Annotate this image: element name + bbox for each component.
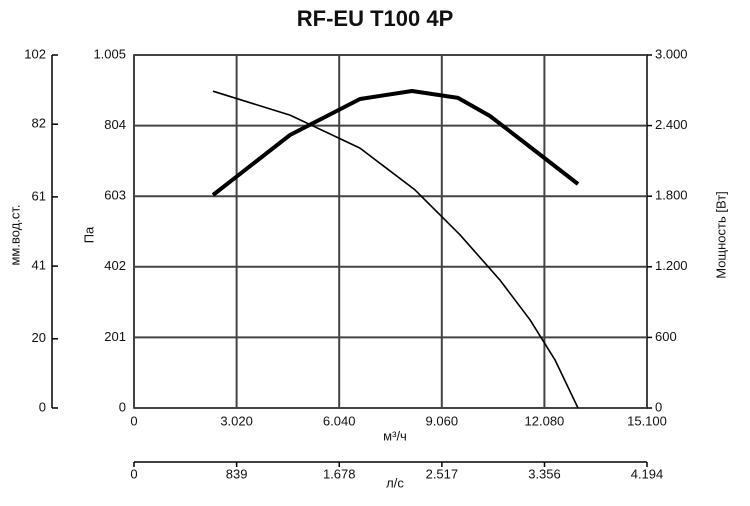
- y2-tick-label: 3.000: [655, 46, 688, 61]
- y3-tick-label: 20: [32, 330, 46, 345]
- x-tick-label: 15.100: [627, 413, 667, 428]
- y3-tick-label: 102: [24, 46, 46, 61]
- y2-tick-label: 1.800: [655, 188, 688, 203]
- y3-tick-label: 61: [32, 188, 46, 203]
- y-tick-label: 603: [104, 188, 126, 203]
- y3-tick-label: 41: [32, 258, 46, 273]
- x-tick-label: 12.080: [525, 413, 565, 428]
- x2-tick-label: 3.356: [528, 466, 561, 481]
- chart-title: RF-EU T100 4P: [297, 6, 454, 31]
- x-tick-label: 9.060: [426, 413, 459, 428]
- x-axis-label: м³/ч: [383, 428, 407, 443]
- x-tick-label: 6.040: [323, 413, 356, 428]
- x2-tick-label: 839: [226, 466, 248, 481]
- y-tick-label: 0: [119, 399, 126, 414]
- y3-axis-label: мм.вод.ст.: [7, 204, 22, 265]
- x2-axis-label: л/с: [386, 475, 404, 490]
- y2-axis-label: Мощность [Вт]: [713, 191, 728, 279]
- y-axis-label: Па: [81, 226, 96, 243]
- x2-tick-label: 2.517: [426, 466, 459, 481]
- x-tick-label: 3.020: [220, 413, 253, 428]
- x2-tick-label: 1.678: [323, 466, 356, 481]
- x2-tick-label: 4.194: [631, 466, 664, 481]
- x2-tick-label: 0: [130, 466, 137, 481]
- y2-tick-label: 1.200: [655, 258, 688, 273]
- y3-tick-label: 82: [32, 116, 46, 131]
- y2-tick-label: 2.400: [655, 117, 688, 132]
- curve: [211, 89, 580, 197]
- y3-tick-label: 0: [39, 399, 46, 414]
- curve: [212, 90, 579, 409]
- y-tick-label: 402: [104, 258, 126, 273]
- y-tick-label: 201: [104, 329, 126, 344]
- y2-tick-label: 600: [655, 329, 677, 344]
- y-tick-label: 1.005: [93, 46, 126, 61]
- x-tick-label: 0: [130, 413, 137, 428]
- y-tick-label: 804: [104, 117, 126, 132]
- plot-frame: [133, 54, 648, 409]
- y2-tick-label: 0: [655, 399, 662, 414]
